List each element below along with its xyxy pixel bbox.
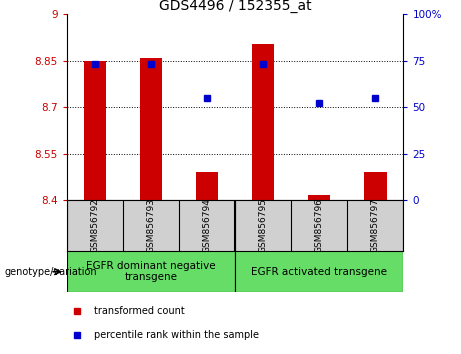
Bar [235,251,403,292]
Text: GSM856795: GSM856795 [259,198,268,253]
Bar [196,172,218,200]
Text: percentile rank within the sample: percentile rank within the sample [94,330,259,340]
Bar [67,251,235,292]
Text: GSM856792: GSM856792 [90,198,100,253]
Text: transformed count: transformed count [94,306,184,316]
Text: EGFR dominant negative
transgene: EGFR dominant negative transgene [86,261,216,282]
Text: GSM856796: GSM856796 [315,198,324,253]
Text: EGFR activated transgene: EGFR activated transgene [251,267,387,277]
Bar [252,44,274,200]
Bar [364,172,386,200]
Text: genotype/variation: genotype/variation [5,267,97,277]
Text: GSM856794: GSM856794 [202,198,212,253]
Text: GSM856793: GSM856793 [147,198,155,253]
Bar [308,195,331,200]
Bar [140,57,162,200]
Text: GSM856797: GSM856797 [371,198,380,253]
Bar [83,61,106,200]
Title: GDS4496 / 152355_at: GDS4496 / 152355_at [159,0,312,13]
